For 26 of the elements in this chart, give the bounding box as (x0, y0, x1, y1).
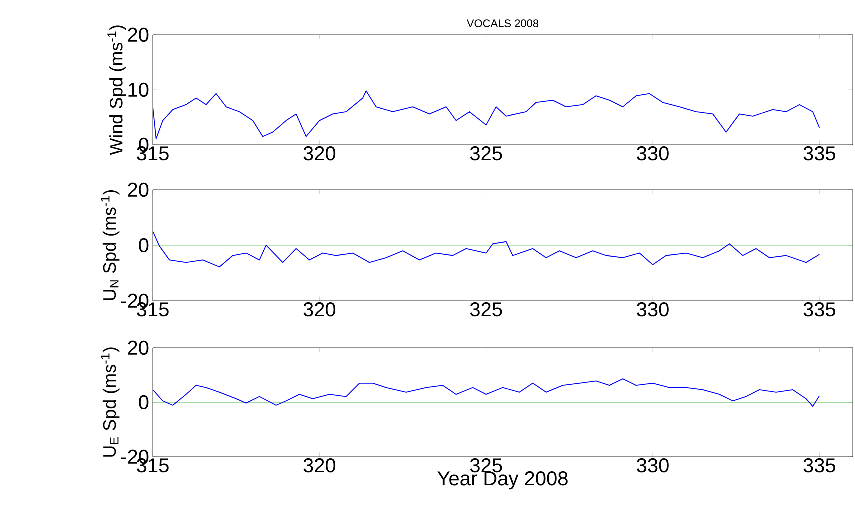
y-tick-label: 0 (139, 238, 149, 253)
y-tick-label: 20 (128, 182, 149, 198)
x-tick-label: 330 (637, 146, 669, 161)
x-tick-label: 335 (804, 458, 836, 473)
line-series (153, 90, 820, 140)
x-tick-label: 325 (470, 146, 502, 161)
y-tick-label: 0 (139, 395, 149, 410)
x-tick-label: 335 (804, 302, 836, 317)
x-tick-label: 335 (804, 146, 836, 161)
y-axis-title: Wind Spd (ms$^{-1}$) (108, 26, 126, 156)
line-series (153, 231, 820, 268)
y-tick-label: 20 (128, 28, 149, 42)
y-tick-label: 10 (128, 82, 149, 98)
x-tick-label: 330 (637, 458, 669, 473)
chart-title: VOCALS 2008 (466, 20, 539, 28)
x-tick-label: 320 (304, 458, 336, 473)
x-tick-label: 330 (637, 302, 669, 317)
x-tick-label: 320 (304, 146, 336, 161)
x-tick-label: 320 (304, 302, 336, 317)
y-tick-label: 20 (128, 340, 149, 356)
x-axis-title: Year Day 2008 (438, 472, 568, 490)
x-tick-label: 325 (470, 458, 502, 473)
x-tick-label: 325 (470, 302, 502, 317)
line-series (153, 378, 820, 408)
y-axis-title: U$_{N}$ Spd (ms$^{-1}$) (101, 190, 120, 300)
y-axis-title: U$_{E}$ Spd (ms$^{-1}$) (101, 348, 120, 457)
